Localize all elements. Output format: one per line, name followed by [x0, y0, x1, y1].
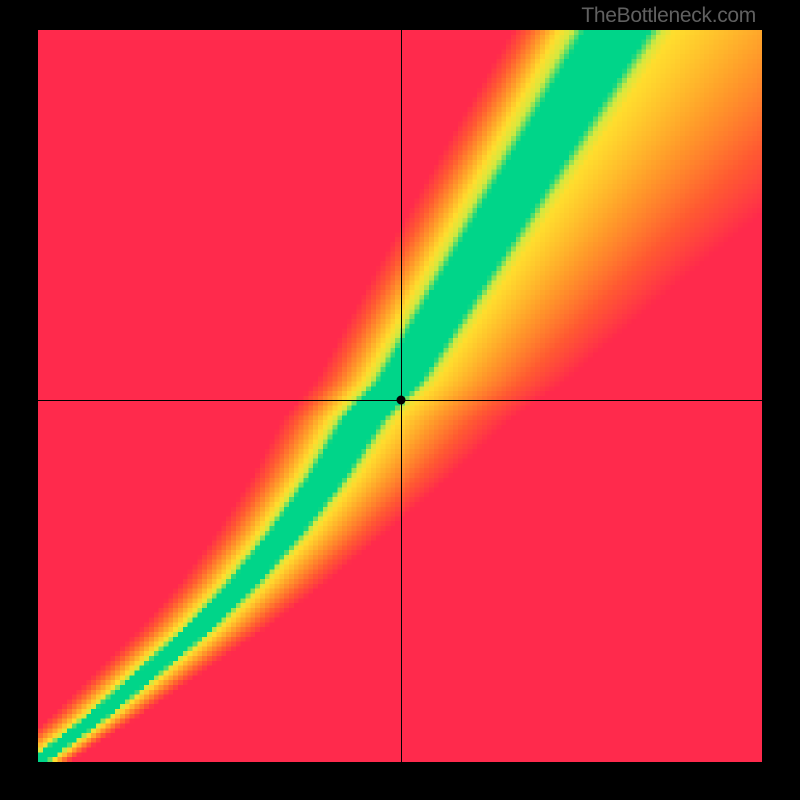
heatmap-plot: [38, 30, 762, 762]
watermark-text: TheBottleneck.com: [581, 4, 756, 28]
intersection-marker: [397, 396, 406, 405]
